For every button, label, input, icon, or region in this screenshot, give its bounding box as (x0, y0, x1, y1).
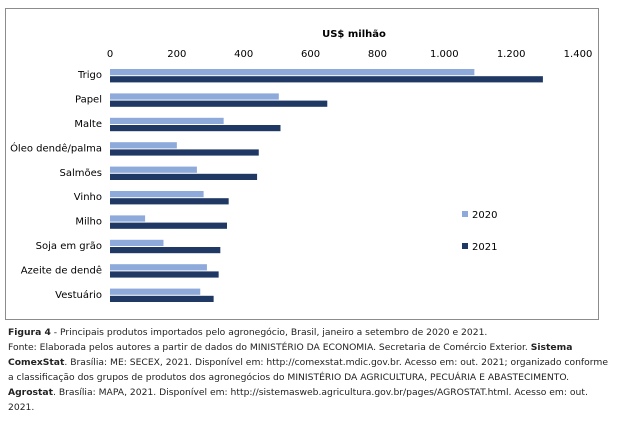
legend-swatch (462, 211, 468, 217)
bar-2021 (110, 173, 258, 180)
tick-label: 1.000 (430, 49, 459, 60)
tick-label: 200 (167, 49, 186, 60)
bar-2021 (110, 198, 229, 205)
source-bold-1: Sistema ComexStat (8, 342, 573, 368)
bar-2021 (110, 222, 227, 229)
category-label: Milho (75, 217, 102, 228)
category-label: Papel (75, 95, 102, 106)
tick-label: 0 (107, 49, 113, 60)
bar-2021 (110, 125, 281, 132)
category-label: Soja em grão (36, 241, 102, 252)
source-text-1: Fonte: Elaborada pelos autores a partir … (8, 342, 531, 353)
category-label: Vinho (74, 192, 102, 203)
legend: 2020 2021 (462, 210, 497, 253)
bar-2020 (110, 191, 204, 198)
bar-2020 (110, 215, 146, 222)
chart-title: US$ milhão (322, 29, 386, 40)
category-label: Trigo (77, 70, 102, 81)
figure-label: Figura 4 (8, 327, 51, 338)
bar-2020 (110, 69, 475, 76)
tick-label: 400 (234, 49, 253, 60)
category-label: Azeite de dendê (21, 264, 102, 276)
category-axis: Trigo Papel Malte Óleo dendê/palma Salmões Vi… (10, 70, 102, 301)
legend-label: 2020 (472, 210, 497, 221)
source-bold-2: Agrostat (8, 387, 53, 398)
bar-2021 (110, 271, 219, 278)
bar-2021 (110, 295, 214, 302)
legend-swatch (462, 243, 468, 249)
bar-2020 (110, 288, 201, 295)
category-label: Óleo dendê/palma (10, 141, 102, 154)
bar-chart: US$ milhão 0 200 400 600 800 1.000 1.200 1.400 … (10, 29, 593, 302)
legend-label: 2021 (472, 242, 497, 253)
bar-2021 (110, 247, 221, 254)
bar-2021 (110, 76, 543, 83)
category-label: Malte (74, 119, 102, 130)
category-label: Vestuário (55, 289, 102, 301)
bar-2020 (110, 142, 177, 149)
bars-group (110, 69, 543, 302)
tick-label: 1.400 (564, 49, 593, 60)
bar-2020 (110, 239, 164, 246)
figure-caption: Figura 4 - Principais produtos importado… (8, 325, 608, 415)
bar-2021 (110, 149, 259, 156)
bar-2020 (110, 166, 197, 173)
bar-2020 (110, 93, 279, 100)
bar-2021 (110, 100, 328, 107)
x-axis: 0 200 400 600 800 1.000 1.200 1.400 (107, 49, 593, 60)
tick-label: 1.200 (497, 49, 526, 60)
chart-frame: US$ milhão 0 200 400 600 800 1.000 1.200 1.400 … (5, 8, 599, 320)
category-label: Salmões (60, 168, 102, 179)
bar-2020 (110, 117, 224, 124)
source-text-2: . Brasília: ME: SECEX, 2021. Disponível … (8, 357, 608, 383)
source-text-3: . Brasília: MAPA, 2021. Disponível em: h… (8, 387, 588, 413)
tick-label: 600 (301, 49, 320, 60)
tick-label: 800 (368, 49, 387, 60)
bar-2020 (110, 264, 207, 271)
figure-text: - Principais produtos importados pelo ag… (50, 327, 488, 338)
